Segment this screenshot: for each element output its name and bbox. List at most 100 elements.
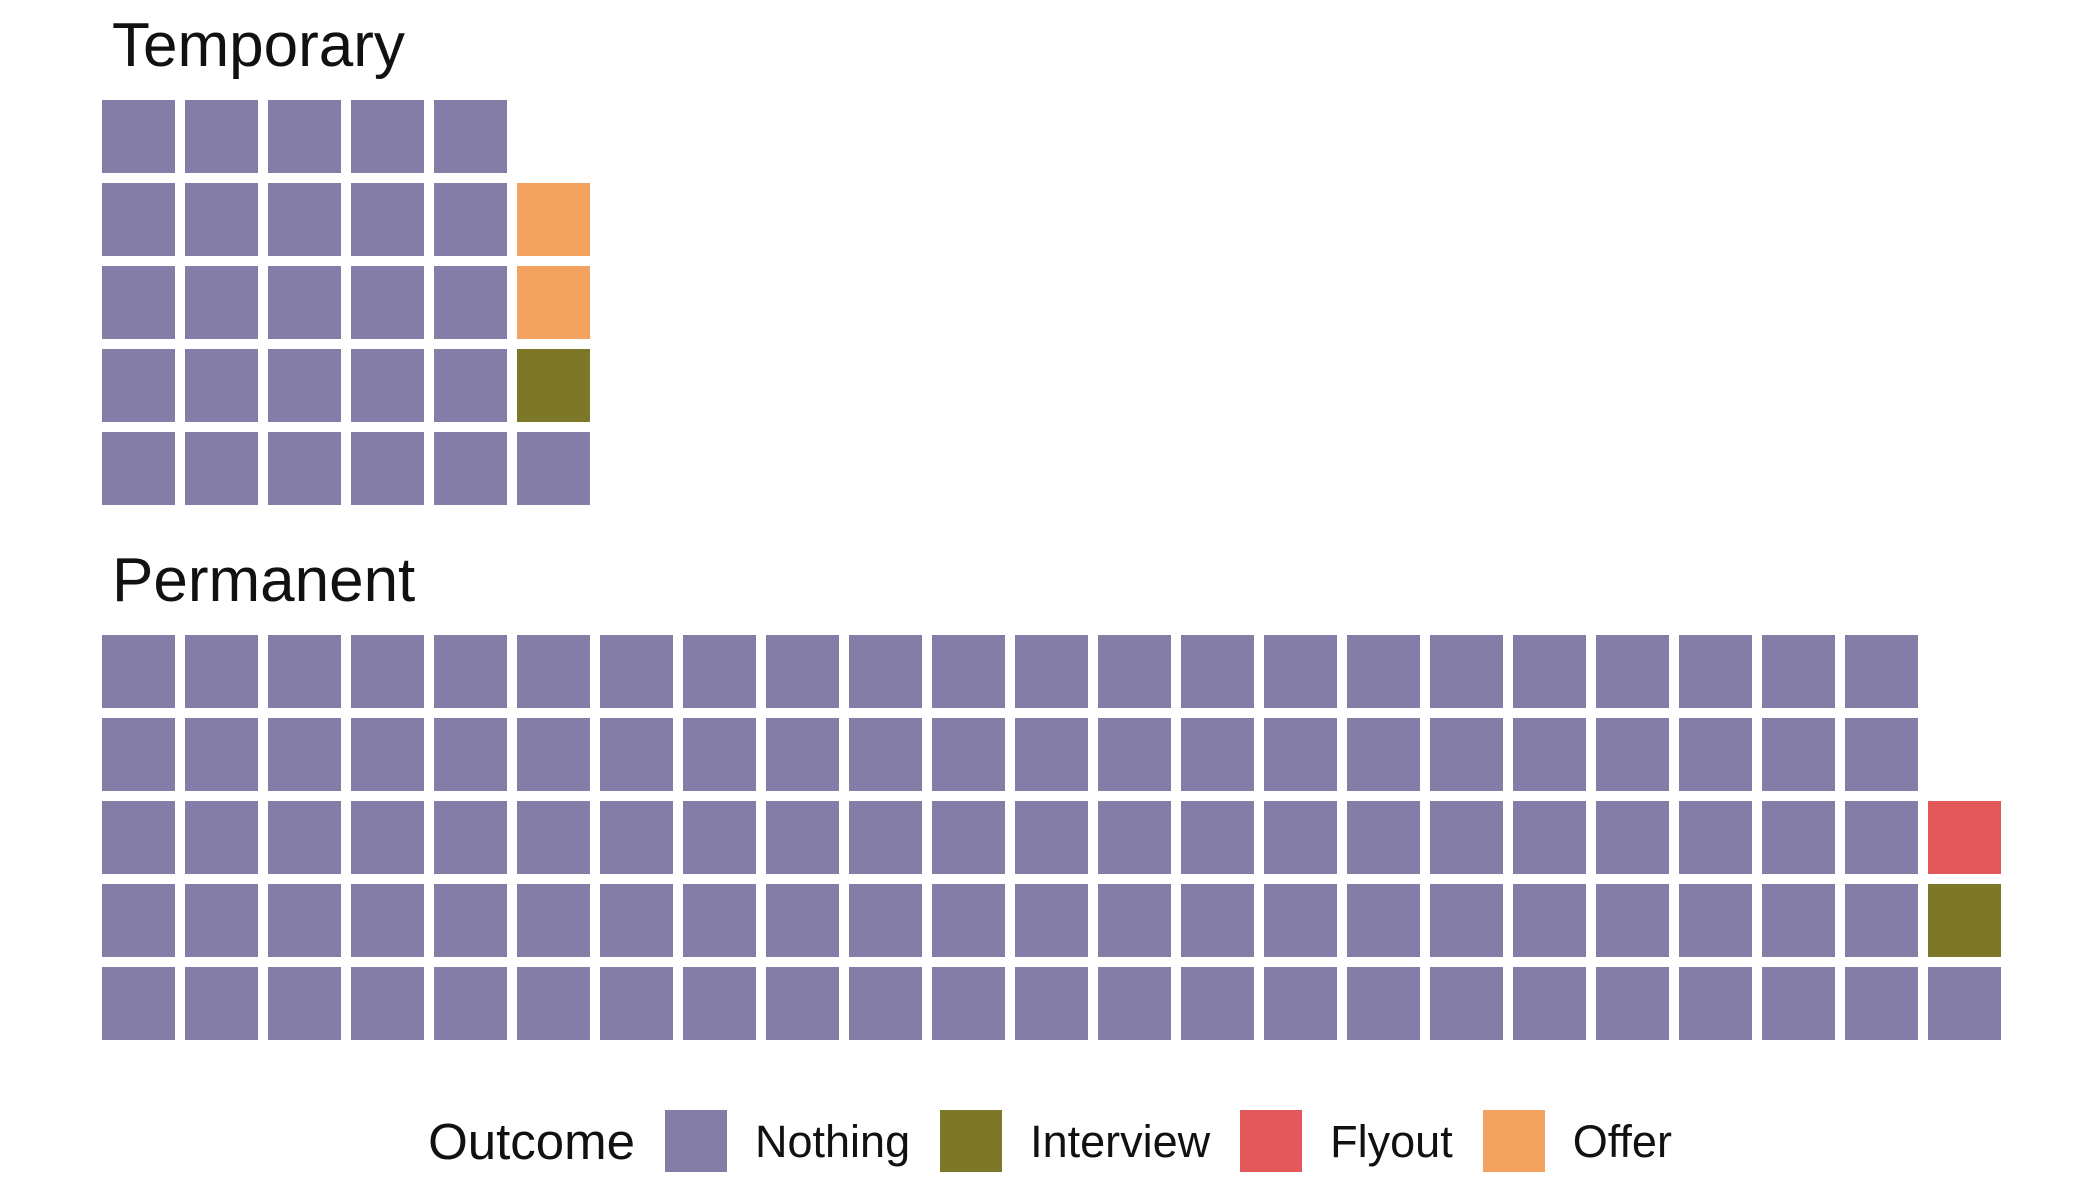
waffle-tile-nothing <box>102 718 175 791</box>
waffle-tile-nothing <box>600 967 673 1040</box>
waffle-tile-nothing <box>1679 801 1752 874</box>
waffle-tile-nothing <box>102 635 175 708</box>
waffle-tile-nothing <box>1513 635 1586 708</box>
legend-item-offer: Offer <box>1482 1110 1672 1172</box>
waffle-tile-nothing <box>849 635 922 708</box>
waffle-tile-nothing <box>1015 635 1088 708</box>
waffle-tile-nothing <box>351 801 424 874</box>
waffle-tile-nothing <box>268 884 341 957</box>
waffle-tile-nothing <box>268 967 341 1040</box>
waffle-tile-nothing <box>1596 967 1669 1040</box>
legend-label-nothing: Nothing <box>754 1115 911 1167</box>
waffle-tile-nothing <box>434 801 507 874</box>
waffle-tile-interview <box>1928 884 2001 957</box>
waffle-tile-nothing <box>932 801 1005 874</box>
waffle-tile-nothing <box>1679 718 1752 791</box>
waffle-tile-nothing <box>1181 801 1254 874</box>
waffle-tile-nothing <box>1596 801 1669 874</box>
waffle-tile-nothing <box>268 635 341 708</box>
waffle-tile-nothing <box>1679 967 1752 1040</box>
waffle-tile-nothing <box>932 718 1005 791</box>
waffle-tile-nothing <box>434 718 507 791</box>
legend-swatch-offer <box>1482 1110 1545 1172</box>
waffle-tile-nothing <box>1513 718 1586 791</box>
waffle-tile-nothing <box>517 884 590 957</box>
waffle-tile-nothing <box>1264 967 1337 1040</box>
waffle-tile-nothing <box>1596 635 1669 708</box>
waffle-tile-nothing <box>351 349 424 422</box>
waffle-tile-nothing <box>1347 718 1420 791</box>
waffle-tile-nothing <box>1264 718 1337 791</box>
legend-swatch-flyout <box>1240 1110 1303 1172</box>
waffle-tile-nothing <box>1845 967 1918 1040</box>
waffle-tile-nothing <box>434 266 507 339</box>
waffle-tile-nothing <box>1264 635 1337 708</box>
waffle-tile-nothing <box>1845 801 1918 874</box>
waffle-tile-nothing <box>1679 884 1752 957</box>
legend-label-offer: Offer <box>1572 1115 1672 1167</box>
waffle-tile-nothing <box>102 801 175 874</box>
waffle-tile-nothing <box>185 349 258 422</box>
waffle-tile-nothing <box>1430 801 1503 874</box>
waffle-tile-nothing <box>1181 718 1254 791</box>
waffle-tile-nothing <box>185 183 258 256</box>
waffle-tile-nothing <box>351 432 424 505</box>
waffle-tile-nothing <box>1181 884 1254 957</box>
waffle-tile-nothing <box>1098 967 1171 1040</box>
waffle-tile-nothing <box>434 349 507 422</box>
waffle-tile-nothing <box>1430 967 1503 1040</box>
waffle-tile-nothing <box>1098 718 1171 791</box>
waffle-tile-nothing <box>1596 884 1669 957</box>
waffle-tile-nothing <box>268 266 341 339</box>
waffle-tile-offer <box>517 183 590 256</box>
waffle-tile-nothing <box>185 967 258 1040</box>
waffle-tile-nothing <box>102 432 175 505</box>
waffle-tile-nothing <box>102 100 175 173</box>
waffle-tile-nothing <box>683 884 756 957</box>
waffle-tile-nothing <box>1430 718 1503 791</box>
waffle-tile-nothing <box>1762 718 1835 791</box>
waffle-tile-nothing <box>351 183 424 256</box>
waffle-tile-nothing <box>849 884 922 957</box>
waffle-tile-nothing <box>351 718 424 791</box>
waffle-tile-nothing <box>185 718 258 791</box>
waffle-tile-nothing <box>766 635 839 708</box>
waffle-tile-nothing <box>683 967 756 1040</box>
facet-title-permanent: Permanent <box>112 546 416 615</box>
waffle-tile-nothing <box>766 884 839 957</box>
legend-title: Outcome <box>428 1112 635 1170</box>
waffle-tile-nothing <box>1015 801 1088 874</box>
waffle-tile-nothing <box>1679 635 1752 708</box>
waffle-tile-nothing <box>434 432 507 505</box>
waffle-tile-nothing <box>517 432 590 505</box>
waffle-tile-nothing <box>1015 884 1088 957</box>
waffle-tile-nothing <box>1762 801 1835 874</box>
waffle-tile-nothing <box>351 884 424 957</box>
waffle-tile-nothing <box>268 183 341 256</box>
waffle-tile-nothing <box>1430 635 1503 708</box>
waffle-tile-nothing <box>517 635 590 708</box>
waffle-tile-nothing <box>351 266 424 339</box>
waffle-tile-nothing <box>185 635 258 708</box>
waffle-tile-nothing <box>683 718 756 791</box>
waffle-tile-nothing <box>1513 801 1586 874</box>
waffle-tile-nothing <box>102 266 175 339</box>
waffle-tile-nothing <box>434 635 507 708</box>
waffle-tile-nothing <box>185 884 258 957</box>
waffle-tile-nothing <box>1347 801 1420 874</box>
legend-item-flyout: Flyout <box>1240 1110 1453 1172</box>
waffle-tile-nothing <box>517 967 590 1040</box>
waffle-tile-nothing <box>1513 967 1586 1040</box>
waffle-tile-nothing <box>1596 718 1669 791</box>
waffle-tile-nothing <box>434 884 507 957</box>
waffle-grid-permanent <box>102 635 2001 1040</box>
legend-label-interview: Interview <box>1030 1115 1211 1167</box>
waffle-tile-nothing <box>185 100 258 173</box>
waffle-tile-nothing <box>268 432 341 505</box>
waffle-tile-nothing <box>268 100 341 173</box>
waffle-tile-nothing <box>268 718 341 791</box>
waffle-tile-nothing <box>1845 635 1918 708</box>
waffle-tile-nothing <box>1845 884 1918 957</box>
legend-item-nothing: Nothing <box>664 1110 911 1172</box>
